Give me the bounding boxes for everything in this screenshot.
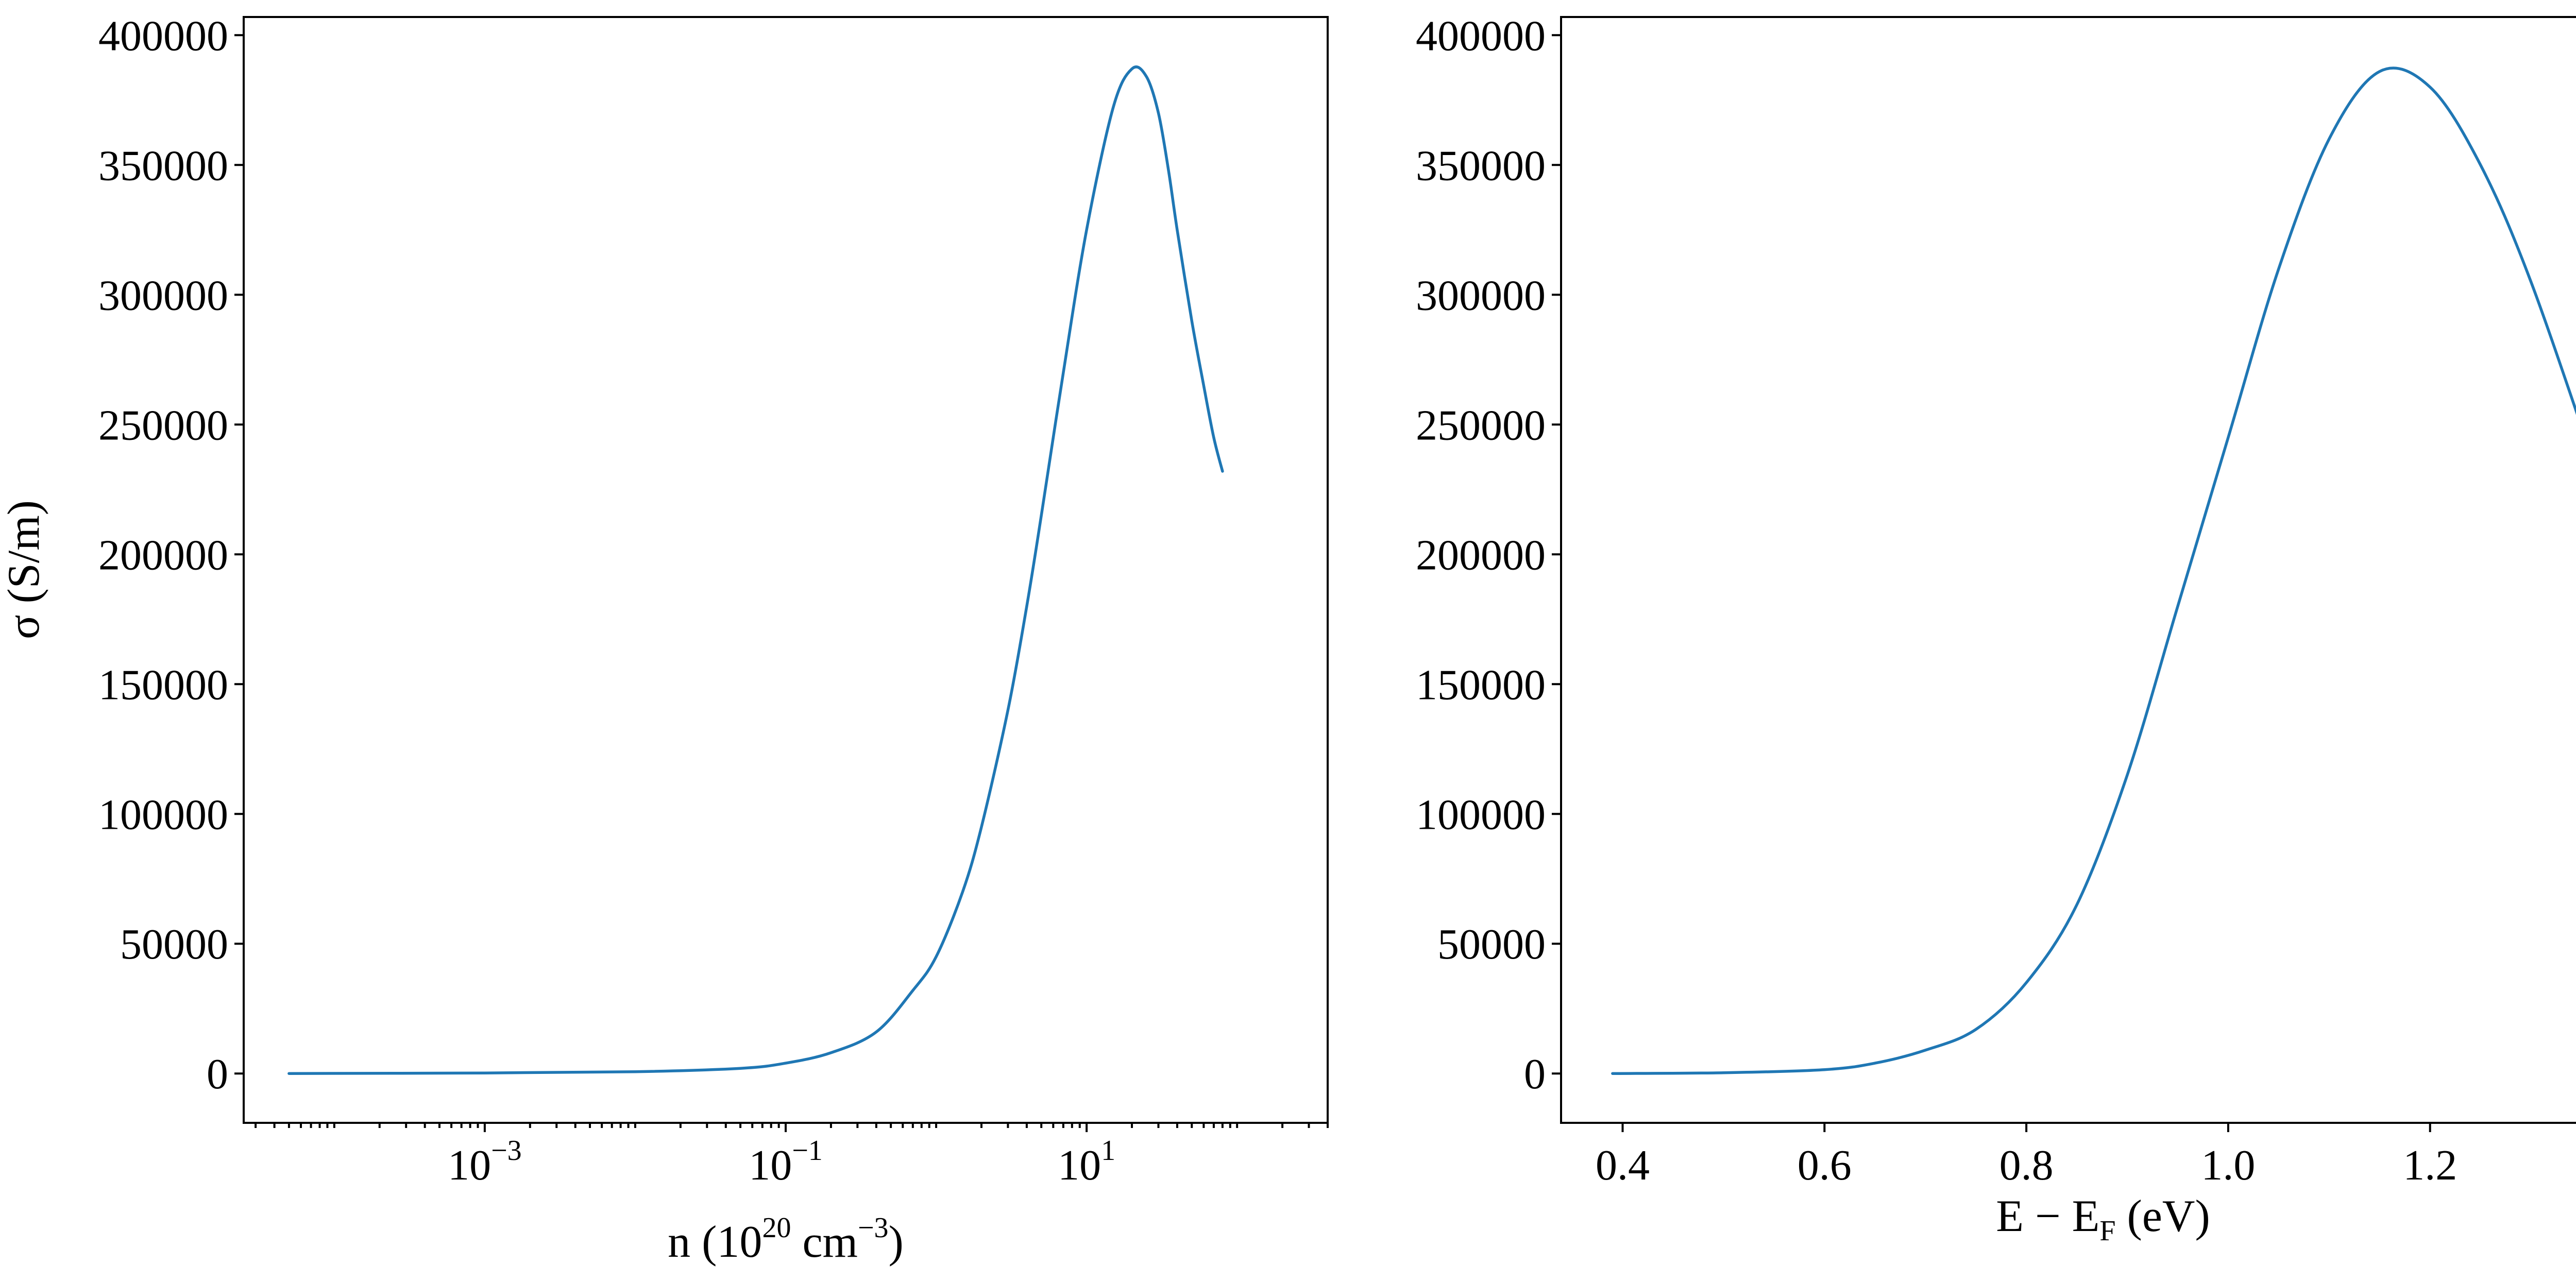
left-y-axis-ticks: 0 50000 100000 150000 200000 250000 300000 3500… [98, 12, 244, 1098]
right-y-tick-label: 150000 [1416, 661, 1546, 709]
left-x-label-exponent-1: 20 [762, 1212, 791, 1244]
left-y-tick-label: 0 [207, 1050, 228, 1098]
left-x-tick-label: 101 [1058, 1135, 1115, 1189]
left-y-tick-label: 200000 [98, 531, 228, 579]
right-y-tick-label: 400000 [1416, 12, 1546, 60]
left-y-tick-label: 300000 [98, 271, 228, 319]
left-series-line [287, 65, 1224, 1075]
left-y-tick-label: 350000 [98, 142, 228, 190]
left-x-label-prefix: n (10 [668, 1217, 762, 1267]
left-y-tick-label: 250000 [98, 401, 228, 449]
right-plot-frame [1560, 16, 2576, 1124]
right-x-label-suffix: (eV) [2116, 1191, 2210, 1241]
right-series-line [1611, 66, 2576, 1075]
right-x-axis-label: E − EF (eV) [1996, 1191, 2210, 1247]
left-y-tick-label: 50000 [120, 920, 228, 968]
left-x-tick-label: 10−3 [448, 1135, 522, 1189]
left-x-label-exponent-2: −3 [858, 1212, 889, 1244]
right-y-tick-label: 0 [1524, 1050, 1546, 1098]
left-x-label-suffix: ) [889, 1217, 904, 1267]
right-y-tick-label: 200000 [1416, 531, 1546, 579]
right-x-axis-ticks: 0.40.60.81.01.21.4 [1596, 1123, 2457, 1189]
left-x-axis-ticks: 10−3 10−1 101 [255, 1123, 1329, 1189]
left-x-label-middle: cm [791, 1217, 858, 1267]
right-y-tick-label: 350000 [1416, 142, 1546, 190]
right-y-tick-label: 300000 [1416, 271, 1546, 319]
right-x-tick-label: 0.4 [1596, 1141, 1650, 1189]
right-x-label-prefix: E − E [1996, 1191, 2099, 1241]
right-y-tick-label: 50000 [1437, 920, 1546, 968]
right-x-tick-label: 0.8 [1999, 1141, 2054, 1189]
right-x-tick-label: 1.2 [2403, 1141, 2457, 1189]
right-x-tick-label: 0.6 [1798, 1141, 1852, 1189]
right-y-tick-label: 100000 [1416, 791, 1546, 839]
left-y-tick-label: 150000 [98, 661, 228, 709]
right-x-label-subscript: F [2099, 1215, 2115, 1247]
left-y-tick-label: 400000 [98, 12, 228, 60]
left-y-axis-label: σ (S/m) [0, 500, 49, 639]
right-y-tick-label: 250000 [1416, 401, 1546, 449]
right-y-axis-ticks: 0 50000 100000 150000 200000 250000 300000 3500… [1416, 12, 1561, 1098]
left-chart-panel: 0 50000 100000 150000 200000 250000 300000 3500… [0, 12, 1329, 1267]
right-chart-panel: 0 50000 100000 150000 200000 250000 300000 3500… [1416, 12, 2576, 1247]
right-x-tick-label: 1.0 [2201, 1141, 2255, 1189]
left-x-axis-label: n (1020 cm−3) [668, 1212, 904, 1267]
left-y-tick-label: 100000 [98, 791, 228, 839]
left-x-tick-label: 10−1 [749, 1135, 823, 1189]
